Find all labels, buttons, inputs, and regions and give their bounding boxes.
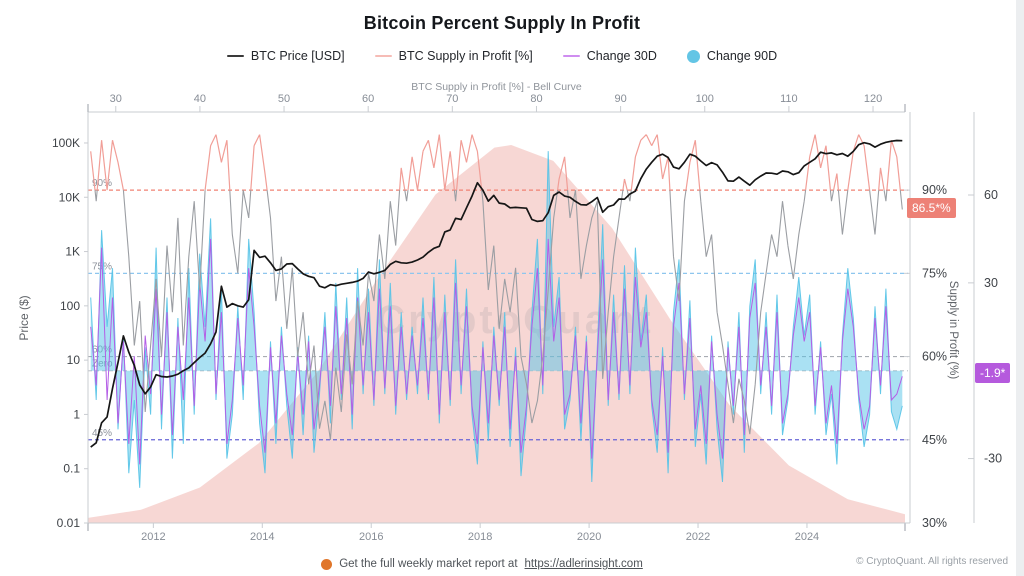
axis-tick-label: 60% <box>922 350 947 364</box>
axis-tick-label: 2024 <box>795 531 819 543</box>
axis-tick-label: 60 <box>362 93 374 105</box>
axis-tick-label: 10 <box>67 353 81 367</box>
report-dot-icon <box>321 558 333 570</box>
axis-tick-label: 75% <box>922 266 947 280</box>
axis-tick-label: 10K <box>59 190 80 204</box>
btc-price-marker-icon <box>226 54 244 58</box>
axis-tick-label: 90% <box>922 183 947 197</box>
change-90d-marker-icon <box>686 49 700 63</box>
footer: Get the full weekly market report at htt… <box>0 558 964 570</box>
copyright-text: © CryptoQuant. All rights reserved <box>856 556 1008 567</box>
axis-tick-label: 0.1 <box>63 462 80 476</box>
axis-tick-label: 120 <box>864 93 882 105</box>
legend-item-btc-price[interactable]: BTC Price [USD] <box>226 49 345 63</box>
axis-tick-label: 1K <box>65 245 80 259</box>
axis-tick-label: 30% <box>922 516 947 530</box>
axis-tick-label: 80 <box>530 93 542 105</box>
legend-item-change-90d[interactable]: Change 90D <box>686 49 778 63</box>
axis-tick-label: 2020 <box>577 531 601 543</box>
change-value-badge: -1.9* <box>975 363 1011 383</box>
axis-tick-label: 2014 <box>250 531 274 543</box>
axis-tick-label: 70 <box>446 93 458 105</box>
axis-tick-label: 30 <box>110 93 122 105</box>
axis-tick-label: 2016 <box>359 531 383 543</box>
legend-label: Change 30D <box>586 49 657 63</box>
supply-in-profit-line-below-90 <box>94 189 903 440</box>
threshold-label: 90% <box>92 178 112 189</box>
change-30d-marker-icon <box>562 54 580 58</box>
axis-tick-label: 100K <box>52 136 80 150</box>
legend-label: BTC Supply in Profit [%] <box>398 49 533 63</box>
btc-supply-in-profit-marker-icon <box>374 54 392 58</box>
axis-tick-label: 0.01 <box>57 516 81 530</box>
axis-tick-label: 100 <box>60 299 80 313</box>
footer-text: Get the full weekly market report at <box>339 558 518 570</box>
axis-tick-label: 2012 <box>141 531 165 543</box>
chart-title: Bitcoin Percent Supply In Profit <box>363 13 641 33</box>
axis-tick-label: 60 <box>984 188 998 202</box>
axis-tick-label: 45% <box>922 433 947 447</box>
axis-tick-label: 50 <box>278 93 290 105</box>
scrollbar[interactable] <box>1016 0 1024 576</box>
axis-tick-label: 2022 <box>686 531 710 543</box>
report-link[interactable]: https://adlerinsight.com <box>524 558 643 570</box>
axis-tick-label: 110 <box>780 93 798 105</box>
chart-legend: BTC Price [USD] BTC Supply in Profit [%] C… <box>0 49 1004 63</box>
supply-value-badge: 86.5*% <box>907 198 956 218</box>
legend-item-change-30d[interactable]: Change 30D <box>562 49 657 63</box>
right-supply-axis-title: Supply in Profit (%) <box>947 281 959 380</box>
change-30d-line <box>90 238 903 465</box>
legend-item-btc-supply-in-profit[interactable]: BTC Supply in Profit [%] <box>374 49 533 63</box>
axis-tick-label: 30 <box>984 276 998 290</box>
threshold-label: 45% <box>92 428 112 439</box>
top-axis-title: BTC Supply in Profit [%] - Bell Curve <box>411 81 582 93</box>
axis-tick-label: 2018 <box>468 531 492 543</box>
left-axis-title: Price ($) <box>17 295 31 340</box>
legend-label: Change 90D <box>706 49 778 63</box>
axis-tick-label: 1 <box>73 407 80 421</box>
axis-tick-label: 40 <box>194 93 206 105</box>
btc-price-line <box>90 139 903 448</box>
axis-tick-label: 90 <box>614 93 626 105</box>
axis-tick-label: 100 <box>696 93 714 105</box>
axes: BTC Supply in Profit [%] - Bell Curve 30 4… <box>17 81 1002 543</box>
legend-label: BTC Price [USD] <box>250 49 345 63</box>
axis-tick-label: -30 <box>984 452 1002 466</box>
